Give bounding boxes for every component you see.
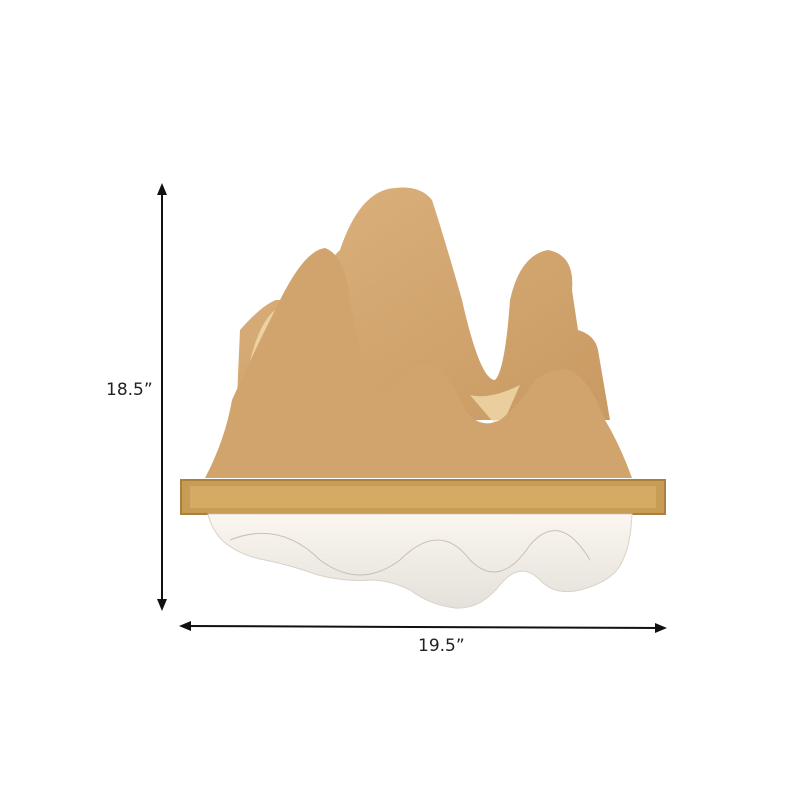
height-label: 18.5” [106,380,153,400]
width-dimension-arrow [179,621,667,633]
width-label: 19.5” [418,636,465,656]
acrylic-wave-panel [207,513,633,609]
height-dimension-arrow [157,183,167,611]
front-mountain-panel [205,248,632,478]
